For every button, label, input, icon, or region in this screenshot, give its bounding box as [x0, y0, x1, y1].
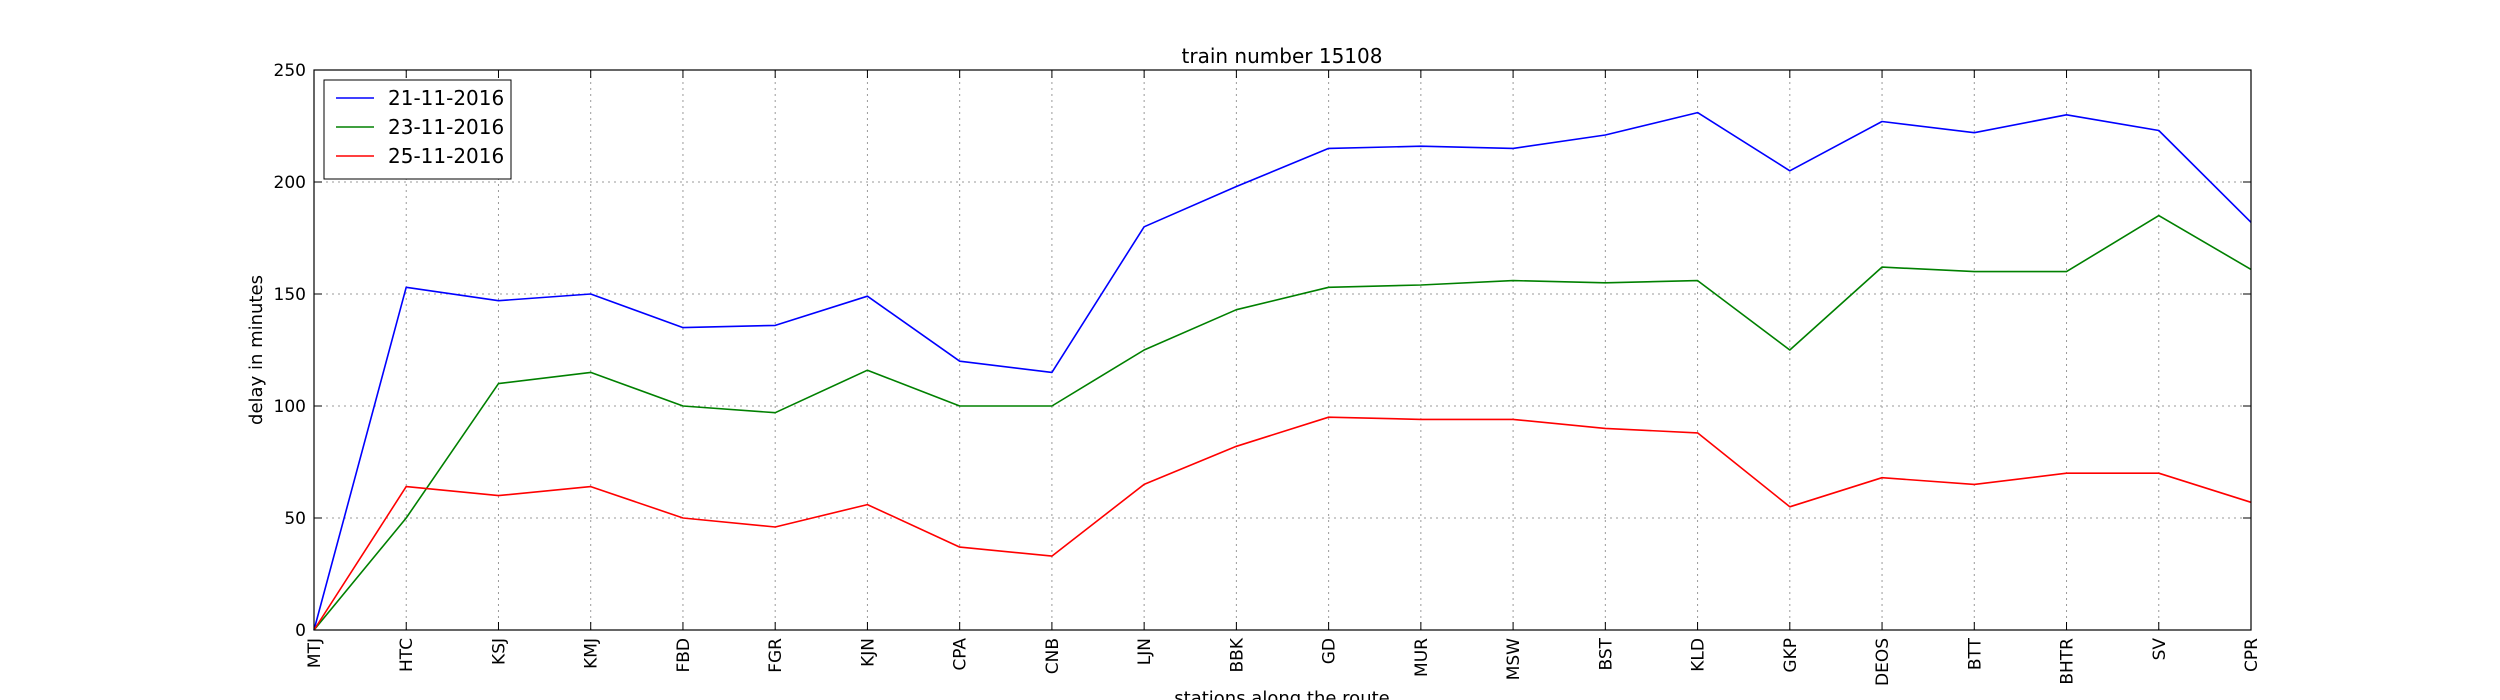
- x-tick-label: BTT: [1965, 637, 1985, 670]
- legend-label: 25-11-2016: [388, 144, 504, 168]
- legend-label: 23-11-2016: [388, 115, 504, 139]
- y-tick-label: 100: [274, 397, 306, 417]
- series-line-3: [313, 416, 2252, 631]
- series-line-1: [313, 111, 2252, 631]
- y-tick-label: 0: [295, 621, 306, 641]
- x-tick-label: LJN: [1135, 638, 1155, 665]
- grid: [314, 70, 2251, 630]
- x-tick-label: MSW: [1504, 638, 1524, 680]
- axis-ticks: [313, 69, 2252, 631]
- series-lines: [313, 111, 2252, 631]
- x-tick-label: CNB: [1043, 638, 1063, 674]
- y-tick-label: 250: [274, 61, 306, 81]
- legend-box: [323, 79, 512, 180]
- x-tick-label: BBK: [1227, 637, 1247, 672]
- legend-label: 21-11-2016: [388, 86, 504, 110]
- y-tick-label: 50: [284, 509, 306, 529]
- y-axis-label: delay in minutes: [246, 275, 267, 425]
- y-tick-label: 200: [274, 173, 306, 193]
- x-tick-label: BST: [1596, 637, 1616, 670]
- plot-frame: [313, 69, 2252, 631]
- x-tick-label: FGR: [766, 638, 786, 673]
- x-tick-label: GKP: [1781, 638, 1801, 673]
- x-tick-label: KMJ: [582, 638, 602, 669]
- x-tick-label: HTC: [397, 638, 417, 672]
- y-tick-label: 150: [274, 285, 306, 305]
- x-tick-label: CPA: [951, 638, 971, 671]
- x-axis-tick-labels: MTJ HTC KSJ KMJ FBD FGR KJN CPA CNB LJN BBK GD MUR MS…: [305, 637, 2262, 686]
- x-tick-label: DEOS: [1873, 638, 1893, 686]
- x-tick-label: SV: [2150, 638, 2170, 661]
- x-tick-label: KSJ: [489, 638, 509, 665]
- x-tick-label: BHTR: [2058, 638, 2078, 685]
- x-tick-label: CPR: [2242, 638, 2262, 672]
- x-axis-label: stations along the route: [1174, 688, 1389, 700]
- x-tick-label: MTJ: [305, 638, 325, 668]
- x-tick-label: KLD: [1689, 638, 1709, 672]
- x-tick-label: GD: [1320, 638, 1340, 664]
- series-line-2: [313, 214, 2252, 631]
- y-axis-tick-labels: 0 50 100 150 200 250: [274, 61, 306, 641]
- x-tick-label: KJN: [858, 638, 878, 667]
- legend: 21-11-2016 23-11-2016 25-11-2016: [323, 79, 512, 180]
- x-tick-label: MUR: [1412, 638, 1432, 677]
- chart-title: train number 15108: [1182, 44, 1383, 68]
- x-tick-label: FBD: [674, 638, 694, 673]
